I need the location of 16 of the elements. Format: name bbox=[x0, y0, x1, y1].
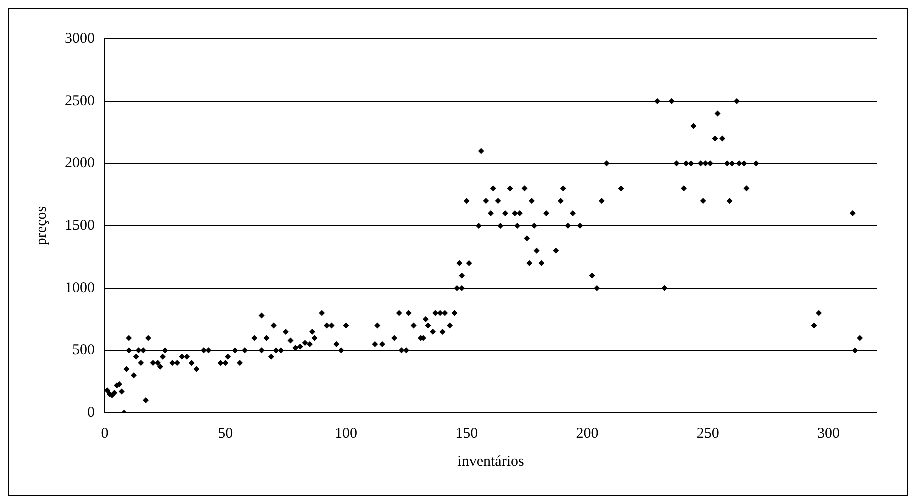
y-tick-label: 2500 bbox=[65, 93, 95, 110]
x-tick-label: 150 bbox=[456, 426, 478, 442]
y-tick-label: 1000 bbox=[65, 280, 95, 296]
x-tick-label: 200 bbox=[576, 426, 599, 442]
x-tick-label: 50 bbox=[218, 426, 234, 442]
y-axis-title: preços bbox=[34, 206, 50, 246]
y-tick-label: 3000 bbox=[65, 30, 95, 47]
x-axis-title: inventários bbox=[458, 454, 524, 470]
x-tick-label: 0 bbox=[101, 426, 109, 442]
y-tick-label: 1500 bbox=[65, 218, 95, 234]
x-tick-label: 300 bbox=[818, 426, 840, 442]
x-tick-label: 250 bbox=[696, 426, 720, 442]
y-tick-label: 0 bbox=[88, 404, 95, 421]
x-tick-label: 100 bbox=[335, 426, 358, 442]
y-tick-label: 2000 bbox=[65, 156, 95, 172]
y-tick-label: 500 bbox=[72, 342, 95, 359]
